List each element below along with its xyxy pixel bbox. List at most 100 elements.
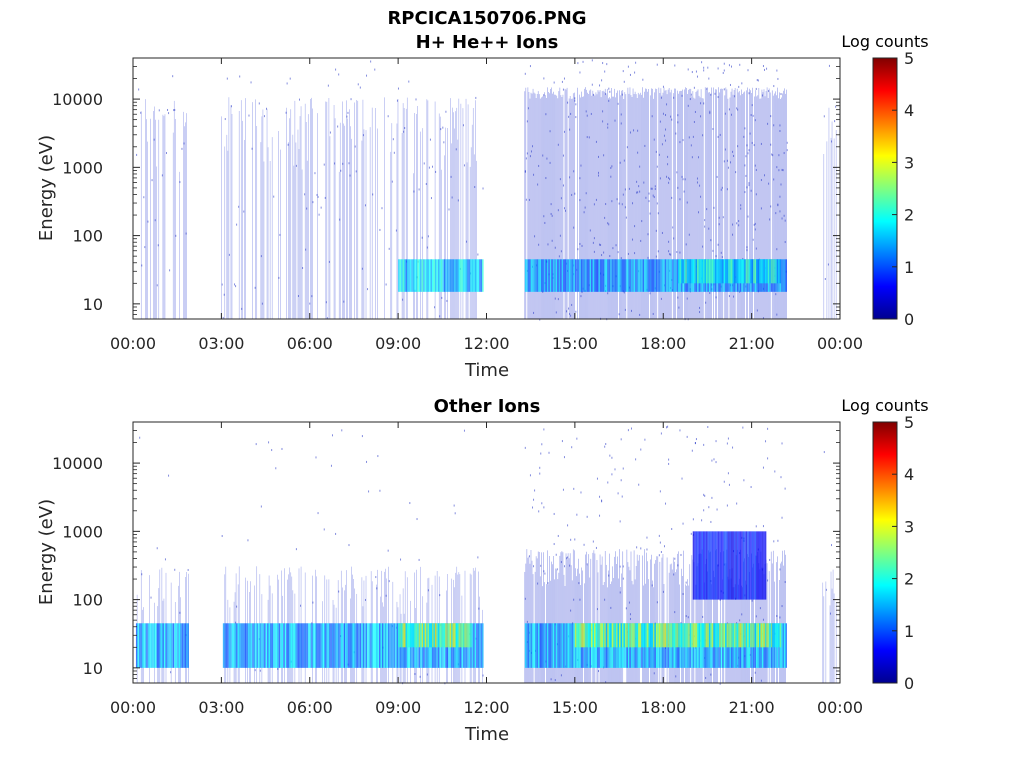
spectrogram-speckle: [781, 217, 783, 220]
spectrogram-band: [543, 623, 546, 668]
spectrogram-speckle: [753, 144, 755, 147]
spectrogram-band: [776, 259, 779, 284]
spectrogram-band: [246, 623, 248, 668]
spectrogram-speckle: [722, 71, 724, 74]
spectrogram-band: [536, 259, 539, 292]
plot-area: [135, 425, 837, 685]
panel-title: H+ He++ Ions: [416, 32, 559, 53]
spectrogram-band: [146, 623, 148, 668]
spectrogram-band: [713, 623, 715, 648]
spectrogram-speckle: [617, 492, 619, 495]
spectrogram-band: [781, 623, 783, 668]
spectrogram-speckle: [668, 250, 670, 253]
spectrogram-band: [745, 531, 748, 600]
spectrogram-speckle: [562, 488, 564, 491]
spectrogram-speckle: [828, 64, 830, 67]
spectrogram-speckle: [773, 124, 775, 127]
spectrogram-speckle: [409, 502, 411, 505]
spectrogram-speckle: [668, 458, 670, 461]
spectrogram-band: [465, 623, 468, 648]
spectrogram-band: [658, 623, 661, 648]
spectrogram-speckle: [544, 572, 546, 575]
spectrogram-band: [757, 259, 759, 284]
x-tick-label: 03:00: [198, 334, 244, 353]
spectrogram-band: [750, 531, 752, 600]
spectrogram-speckle: [705, 676, 707, 679]
spectrogram-speckle: [720, 188, 722, 191]
spectrogram-speckle: [648, 200, 650, 203]
spectrogram-band: [563, 259, 565, 292]
spectrogram-speckle: [738, 224, 740, 227]
spectrogram-speckle: [693, 86, 695, 89]
spectrogram-band: [331, 623, 334, 668]
spectrogram-band: [663, 259, 665, 292]
spectrogram-speckle: [829, 612, 831, 615]
spectrogram-band: [542, 623, 544, 668]
spectrogram-band: [268, 623, 270, 668]
spectrogram-speckle: [393, 151, 395, 154]
spectrogram-speckle: [639, 165, 641, 168]
spectrogram-band: [697, 259, 699, 284]
spectrogram-speckle: [762, 618, 764, 621]
spectrogram-speckle: [570, 112, 572, 115]
spectrogram-speckle: [341, 429, 343, 432]
spectrogram-speckle: [728, 483, 730, 486]
spectrogram-band: [532, 259, 534, 292]
spectrogram-speckle: [441, 296, 443, 299]
spectrogram-speckle: [786, 149, 788, 152]
spectrogram-band: [716, 259, 718, 284]
spectrogram-speckle: [705, 301, 707, 304]
spectrogram-band: [404, 623, 406, 648]
spectrogram-speckle: [601, 79, 603, 82]
spectrogram-band: [679, 623, 681, 648]
spectrogram-band: [667, 623, 670, 648]
spectrogram-band: [750, 259, 752, 284]
spectrogram-speckle: [526, 620, 528, 623]
spectrogram-band: [595, 623, 597, 648]
spectrogram-speckle: [611, 473, 613, 476]
spectrogram-speckle: [668, 240, 670, 243]
spectrogram-band: [731, 259, 733, 284]
spectrogram-band: [524, 623, 527, 668]
spectrogram-speckle: [524, 72, 526, 75]
spectrogram-speckle: [359, 86, 361, 89]
spectrogram-band: [451, 259, 453, 292]
y-axis-label: Energy (eV): [36, 499, 57, 605]
spectrogram-speckle: [347, 111, 349, 114]
spectrogram-band: [766, 623, 768, 648]
spectrogram-speckle: [678, 306, 680, 309]
spectrogram-speckle: [573, 170, 575, 173]
spectrogram-band: [686, 623, 689, 648]
spectrogram-speckle: [247, 539, 249, 542]
spectrogram-speckle: [781, 516, 783, 519]
spectrogram-speckle: [557, 298, 559, 301]
spectrogram-band: [589, 259, 592, 292]
spectrogram-speckle: [239, 75, 241, 78]
spectrogram-band: [641, 259, 643, 292]
spectrogram-band: [753, 623, 755, 648]
spectrogram-speckle: [559, 234, 561, 237]
spectrogram-band: [669, 259, 671, 292]
spectrogram-band: [462, 259, 465, 292]
spectrogram-speckle: [780, 183, 782, 186]
colorbar-gradient: [872, 421, 898, 684]
spectrogram-speckle: [709, 292, 711, 295]
spectrogram-speckle: [418, 188, 420, 191]
spectrogram-speckle: [156, 547, 158, 550]
spectrogram-speckle: [719, 598, 721, 601]
spectrogram-speckle: [637, 129, 639, 132]
spectrogram-speckle: [686, 201, 688, 204]
spectrogram-speckle: [593, 203, 595, 206]
spectrogram-speckle: [317, 512, 319, 515]
spectrogram-speckle: [601, 499, 603, 502]
spectrogram-speckle: [663, 134, 665, 137]
spectrogram-band: [381, 623, 384, 668]
spectrogram-band: [588, 259, 590, 292]
x-tick-label: 21:00: [729, 698, 775, 717]
spectrogram-band: [470, 623, 472, 648]
spectrogram-band: [629, 259, 631, 292]
spectrogram-speckle: [560, 250, 562, 253]
spectrogram-band: [259, 623, 262, 668]
spectrogram-speckle: [671, 527, 673, 530]
spectrogram-band: [748, 623, 751, 648]
